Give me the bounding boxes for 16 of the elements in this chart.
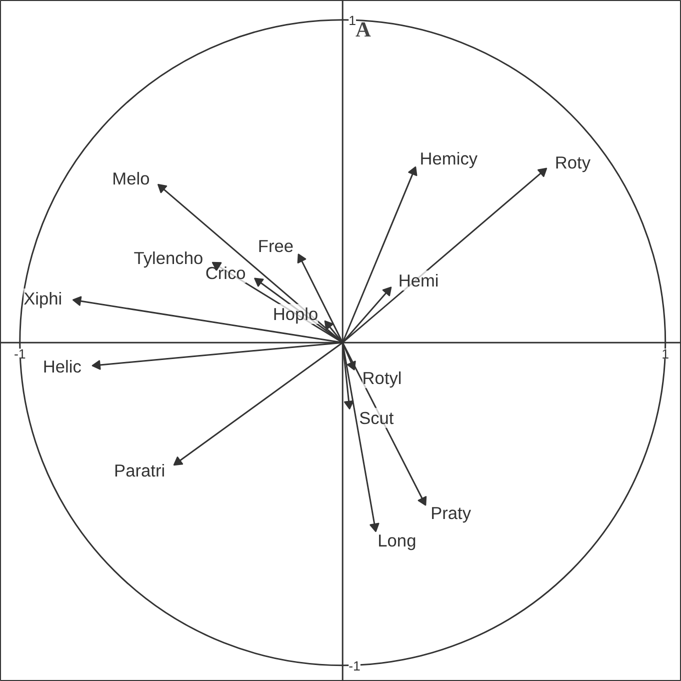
annotation: Paratri xyxy=(114,460,166,480)
annotation: Roty xyxy=(554,152,591,172)
annotation: Free xyxy=(258,236,294,256)
annotation: Rotyl xyxy=(362,368,402,388)
annotation: Hoplo xyxy=(272,304,318,324)
annotation: Scut xyxy=(359,408,394,428)
annotation: Praty xyxy=(430,503,472,524)
text: A xyxy=(356,18,372,42)
annotation: Helic xyxy=(42,356,82,376)
annotation: Hemicy xyxy=(420,148,478,169)
annotation: Tylencho xyxy=(134,248,204,268)
annotation: Crico xyxy=(205,263,246,284)
annotation: Xiphi xyxy=(24,288,62,308)
annotation: Melo xyxy=(112,168,150,189)
annotation: Long xyxy=(378,530,416,550)
annotation: Hemi xyxy=(398,270,439,290)
